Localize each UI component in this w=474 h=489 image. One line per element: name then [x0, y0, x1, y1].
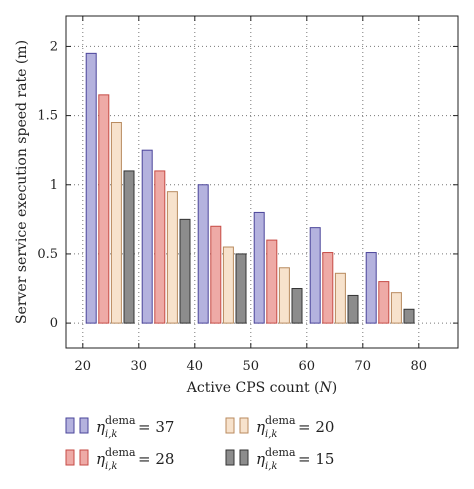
y-tick-label: 1.5: [37, 109, 58, 124]
legend-symbol: η: [96, 450, 105, 468]
x-tick-label: 20: [75, 359, 92, 374]
y-tick-labels: 0 0.5 1 1.5 2: [37, 39, 58, 331]
legend-label: ηdema i,k = 37: [96, 414, 174, 440]
bar-series-4: [403, 308, 415, 324]
x-axis-title: Active CPS count (N): [186, 380, 337, 396]
plot-frame: [65, 15, 459, 349]
x-tick-labels: 20 30 40 50 60 70 80: [75, 359, 428, 374]
x-axis-title-var: N: [319, 380, 333, 396]
y-tick-label: 0.5: [37, 247, 58, 262]
legend-item-2: ηdema i,k = 28: [65, 446, 174, 472]
bar-series-2: [266, 239, 278, 324]
bar-series-2: [98, 94, 110, 324]
legend-swatch: [239, 417, 249, 434]
bar-series-4: [347, 294, 359, 324]
bar-series-3: [110, 122, 122, 324]
legend-superscript: dema: [265, 414, 296, 427]
legend-swatch: [225, 417, 235, 434]
bar-series-4: [235, 253, 247, 324]
legend-subscript: i,k: [105, 429, 117, 440]
x-tick-label: 50: [243, 359, 260, 374]
legend-value: = 28: [138, 450, 174, 468]
bar-series-4: [123, 170, 135, 324]
legend-value: = 37: [138, 418, 174, 436]
y-tick-label: 1: [50, 178, 58, 193]
legend-subscript: i,k: [265, 461, 277, 472]
legend-item-3: ηdema i,k = 20: [225, 414, 334, 440]
legend-superscript: dema: [265, 446, 296, 459]
bar-series-1: [141, 149, 153, 324]
y-axis-title: Server service execution speed rate (m): [14, 40, 30, 324]
bar-series-2: [322, 252, 334, 324]
legend-subscript: i,k: [105, 461, 117, 472]
bar-series-1: [197, 184, 209, 324]
bar-series-4: [179, 218, 191, 324]
bar-series-2: [378, 281, 390, 324]
legend-item-4: ηdema i,k = 15: [225, 446, 334, 472]
bar-series-3: [334, 272, 346, 324]
legend-swatch: [65, 449, 75, 466]
legend-swatch: [225, 449, 235, 466]
x-tick-label: 30: [131, 359, 148, 374]
bar-series-3: [222, 246, 234, 324]
legend-label: ηdema i,k = 28: [96, 446, 174, 472]
legend-label: ηdema i,k = 20: [256, 414, 334, 440]
bar-series-1: [253, 211, 265, 324]
legend-superscript: dema: [105, 414, 136, 427]
legend-item-1: ηdema i,k = 37: [65, 414, 174, 440]
bar-series-2: [154, 170, 166, 324]
x-tick-label: 40: [187, 359, 204, 374]
bar-series-3: [390, 292, 402, 324]
bar-series-2: [210, 225, 222, 324]
x-tick-label: 80: [411, 359, 428, 374]
y-tick-label: 2: [50, 39, 58, 54]
axis-ticks: [66, 16, 458, 348]
bar-series-4: [291, 288, 303, 324]
legend-superscript: dema: [105, 446, 136, 459]
legend-swatch: [239, 449, 249, 466]
legend-label: ηdema i,k = 15: [256, 446, 334, 472]
bar-series-3: [166, 191, 178, 324]
x-tick-label: 70: [355, 359, 372, 374]
x-axis-title-prefix: Active CPS count (: [186, 380, 320, 396]
x-axis-title-suffix: ): [332, 380, 337, 396]
legend-symbol: η: [256, 450, 265, 468]
bar-series-1: [309, 227, 321, 324]
y-tick-label: 0: [50, 316, 58, 331]
legend-subscript: i,k: [265, 429, 277, 440]
bar-series-3: [278, 267, 290, 324]
legend-symbol: η: [96, 418, 105, 436]
bar-group: [85, 52, 415, 324]
bar-series-1: [365, 252, 377, 324]
legend-symbol: η: [256, 418, 265, 436]
legend-swatch: [79, 449, 89, 466]
x-tick-label: 60: [299, 359, 316, 374]
bar-series-1: [85, 52, 97, 324]
legend-value: = 20: [298, 418, 334, 436]
legend-swatch: [79, 417, 89, 434]
legend-value: = 15: [298, 450, 334, 468]
legend-swatch: [65, 417, 75, 434]
